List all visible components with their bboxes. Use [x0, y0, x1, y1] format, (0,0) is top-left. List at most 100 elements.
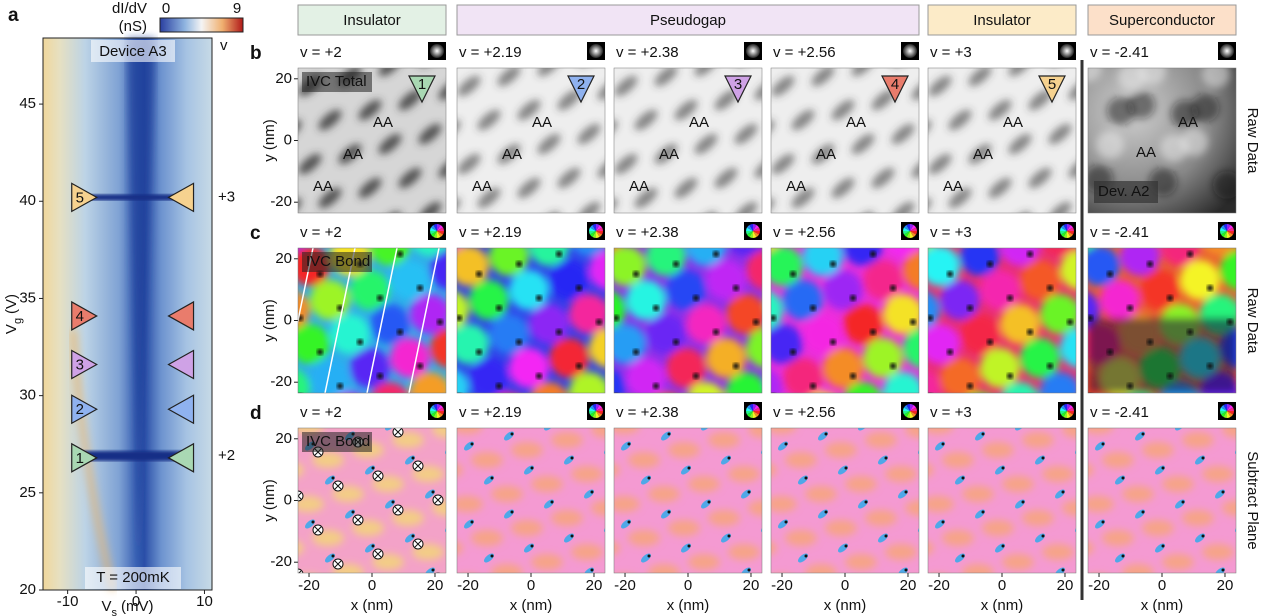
map-spot: [451, 496, 483, 512]
map-spot: [1042, 466, 1074, 482]
map-spot: [763, 324, 803, 364]
marker-label: 2: [577, 76, 585, 93]
map-dot: [1222, 569, 1225, 572]
map-dot: [456, 393, 462, 399]
map-spot: [310, 358, 350, 398]
map-spot: [728, 466, 760, 482]
map-dot: [1267, 231, 1271, 237]
filling-label: +3: [218, 188, 235, 205]
map-dot: [648, 477, 651, 480]
map-dot: [870, 407, 876, 413]
map-dot: [748, 491, 751, 494]
x-axis-label: x (nm): [510, 597, 553, 614]
map-dot: [1102, 599, 1105, 602]
map-spot: [666, 270, 706, 310]
vortex-symbol: [315, 605, 321, 611]
map-spot: [648, 564, 680, 580]
map-dot: [910, 241, 916, 247]
map-spot: [1102, 530, 1134, 546]
map-spot: [1100, 280, 1140, 320]
map-spot: [1240, 206, 1271, 246]
map-dot: [357, 339, 363, 345]
map-dot: [372, 467, 375, 470]
map-dot: [1227, 241, 1233, 247]
site-label: AA: [472, 178, 492, 195]
map-dot: [1247, 197, 1253, 203]
map-spot: [491, 564, 523, 580]
map-dot: [728, 457, 731, 460]
map-dot: [830, 339, 836, 345]
map-spot: [628, 530, 660, 546]
map-dot: [845, 545, 848, 548]
map-spot: [210, 266, 250, 306]
map-dot: [790, 271, 796, 277]
map-dot: [312, 521, 315, 524]
map-spot: [843, 226, 883, 266]
site-label: AA: [786, 178, 806, 195]
y-axis-label: y (nm): [261, 479, 278, 522]
map-dot: [673, 261, 679, 267]
map-spot: [1002, 554, 1034, 570]
map-dot: [292, 409, 295, 412]
map-dot: [910, 319, 916, 325]
map-dot: [556, 329, 562, 335]
map-dot: [987, 417, 993, 423]
group-label: Insulator: [973, 12, 1031, 29]
x-tick-label: -20: [457, 577, 479, 594]
map-dot: [693, 217, 699, 223]
map-spot: [686, 226, 726, 266]
map-dot: [1262, 403, 1265, 406]
vortex-symbol: [273, 457, 283, 467]
map-vortex: [383, 576, 396, 588]
map-spot: [551, 510, 583, 526]
map-dot: [785, 599, 788, 602]
column-title: v = -2.41: [1090, 404, 1149, 421]
map-dot: [451, 565, 454, 568]
map-dot: [693, 295, 699, 301]
map-spot: [708, 588, 740, 604]
map-dot: [825, 511, 828, 514]
marker-label: 3: [76, 357, 84, 374]
marker-label: 1: [76, 450, 84, 467]
map-dot: [790, 349, 796, 355]
axis-label-main: V: [3, 324, 20, 334]
map-spot: [471, 608, 503, 616]
map-spot: [785, 530, 817, 546]
map-spot: [606, 246, 646, 286]
map-dot: [536, 217, 542, 223]
map-dot: [733, 285, 739, 291]
map-dot: [768, 525, 771, 528]
map-dot: [611, 369, 614, 372]
colorbar-tick-label: 9: [233, 0, 241, 17]
map-spot: [960, 314, 1000, 354]
map-dot: [922, 565, 925, 568]
map-dot: [1182, 579, 1185, 582]
vortex-symbol: [393, 583, 403, 593]
icon: [589, 44, 603, 58]
map-dot: [748, 569, 751, 572]
map-spot: [330, 314, 370, 354]
column-title: v = +2.56: [773, 44, 836, 61]
x-axis-label: x (nm): [981, 597, 1024, 614]
column-title: v = -2.41: [1090, 44, 1149, 61]
x-tick-label: 20: [1057, 577, 1074, 594]
map-dot: [1207, 285, 1213, 291]
map-dot: [377, 217, 383, 223]
y-tick-label: 20: [275, 430, 292, 447]
map-spot: [960, 236, 1000, 276]
vortex-symbol: [375, 395, 381, 401]
map-spot: [863, 338, 903, 378]
map-spot: [985, 402, 1017, 418]
map-spot: [571, 544, 603, 560]
map-spot: [1142, 442, 1174, 458]
map-dot: [1102, 521, 1105, 524]
map-dot: [511, 433, 514, 436]
map-spot: [708, 510, 740, 526]
map-dot: [1002, 545, 1005, 548]
map-spot: [1202, 466, 1234, 482]
marker-label: 5: [76, 189, 84, 206]
map-spot: [1000, 226, 1040, 266]
map-spot: [390, 260, 430, 300]
map-dot: [1222, 491, 1225, 494]
x-tick-label: -20: [928, 577, 950, 594]
